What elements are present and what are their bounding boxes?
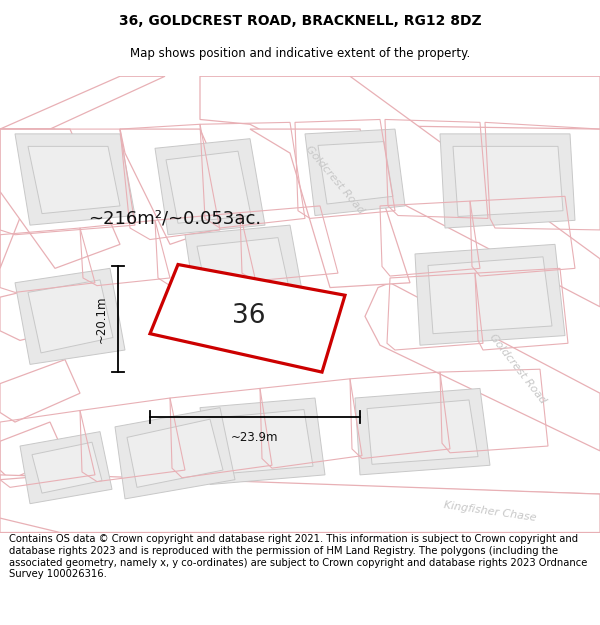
Polygon shape: [115, 408, 235, 499]
Polygon shape: [250, 129, 410, 288]
Polygon shape: [0, 475, 600, 532]
Polygon shape: [15, 134, 135, 225]
Text: Contains OS data © Crown copyright and database right 2021. This information is : Contains OS data © Crown copyright and d…: [9, 534, 587, 579]
Text: Kingfisher Chase: Kingfisher Chase: [443, 500, 537, 523]
Polygon shape: [355, 388, 490, 475]
Polygon shape: [0, 422, 65, 479]
Polygon shape: [150, 264, 345, 372]
Polygon shape: [28, 280, 113, 353]
Polygon shape: [32, 442, 102, 493]
Polygon shape: [367, 400, 478, 464]
Text: ~216m²/~0.053ac.: ~216m²/~0.053ac.: [88, 209, 261, 227]
Polygon shape: [185, 225, 305, 321]
Text: ~23.9m: ~23.9m: [231, 431, 279, 444]
Polygon shape: [428, 257, 552, 334]
Polygon shape: [0, 129, 120, 268]
Polygon shape: [200, 398, 325, 484]
Polygon shape: [318, 142, 393, 204]
Polygon shape: [28, 146, 120, 214]
Polygon shape: [0, 359, 80, 422]
Polygon shape: [15, 268, 125, 364]
Polygon shape: [166, 151, 251, 223]
Polygon shape: [440, 134, 575, 228]
Text: 36: 36: [232, 303, 265, 329]
Polygon shape: [200, 76, 600, 307]
Polygon shape: [415, 244, 565, 345]
Polygon shape: [0, 278, 100, 341]
Polygon shape: [0, 129, 55, 268]
Polygon shape: [453, 146, 563, 216]
Polygon shape: [365, 282, 600, 451]
Text: Goldcrest Road: Goldcrest Road: [488, 332, 548, 406]
Polygon shape: [305, 129, 405, 216]
Text: Map shows position and indicative extent of the property.: Map shows position and indicative extent…: [130, 48, 470, 60]
Polygon shape: [197, 238, 291, 309]
Polygon shape: [0, 76, 165, 129]
Polygon shape: [120, 129, 240, 244]
Polygon shape: [155, 139, 265, 235]
Polygon shape: [212, 409, 313, 474]
Text: Goldcrest Road: Goldcrest Road: [304, 144, 366, 216]
Polygon shape: [0, 475, 600, 532]
Polygon shape: [280, 76, 600, 129]
Text: 36, GOLDCREST ROAD, BRACKNELL, RG12 8DZ: 36, GOLDCREST ROAD, BRACKNELL, RG12 8DZ: [119, 14, 481, 28]
Polygon shape: [20, 432, 112, 504]
Polygon shape: [127, 419, 223, 488]
Text: ~20.1m: ~20.1m: [95, 296, 108, 343]
